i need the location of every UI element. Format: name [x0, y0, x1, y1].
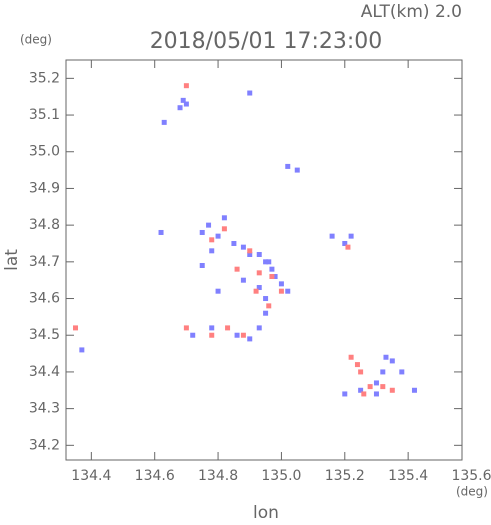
y-tick-label: 34.9: [29, 180, 60, 196]
point: [380, 369, 386, 375]
x-unit: (deg): [456, 485, 488, 499]
y-tick-label: 35.1: [29, 107, 60, 123]
point: [240, 277, 246, 283]
y-tick-label: 34.5: [29, 327, 60, 343]
point: [263, 310, 269, 316]
point: [158, 229, 164, 235]
point: [278, 288, 284, 294]
point: [342, 391, 348, 397]
y-unit: (deg): [20, 33, 52, 47]
x-tick-label: 135.4: [388, 468, 428, 484]
point: [361, 391, 367, 397]
point: [269, 266, 275, 272]
point: [190, 332, 196, 338]
y-tick-label: 34.8: [29, 217, 60, 233]
y-tick-label: 34.4: [29, 364, 60, 380]
x-tick-label: 134.8: [198, 468, 238, 484]
point: [263, 259, 269, 265]
y-tick-label: 34.3: [29, 401, 60, 417]
point: [389, 358, 395, 364]
point: [183, 101, 189, 107]
point: [367, 384, 373, 390]
point: [240, 332, 246, 338]
point: [161, 119, 167, 125]
point: [285, 288, 291, 294]
subtitle: ALT(km) 2.0: [361, 2, 462, 22]
point: [272, 274, 278, 280]
point: [329, 233, 335, 239]
point: [389, 387, 395, 393]
y-tick-label: 34.2: [29, 437, 60, 453]
point: [354, 362, 360, 368]
point: [247, 248, 253, 254]
point: [342, 240, 348, 246]
point: [221, 215, 227, 221]
point: [221, 226, 227, 232]
y-tick-label: 34.6: [29, 291, 60, 307]
y-axis-label: lat: [2, 249, 22, 271]
point: [247, 251, 253, 257]
plot-frame: [65, 59, 463, 461]
point: [256, 285, 262, 291]
x-tick-label: 135.0: [261, 468, 301, 484]
point: [209, 332, 215, 338]
point: [263, 296, 269, 302]
x-tick-label: 134.4: [71, 468, 111, 484]
point: [256, 251, 262, 257]
point: [209, 248, 215, 254]
point: [247, 336, 253, 342]
point: [380, 384, 386, 390]
point: [373, 391, 379, 397]
y-tick-label: 35.0: [29, 144, 60, 160]
point: [79, 347, 85, 353]
point: [411, 387, 417, 393]
point: [209, 237, 215, 243]
point: [234, 266, 240, 272]
point: [215, 233, 221, 239]
point: [399, 369, 405, 375]
point: [358, 369, 364, 375]
x-tick-label: 135.6: [451, 468, 491, 484]
y-tick-label: 34.7: [29, 254, 60, 270]
point: [373, 380, 379, 386]
x-tick-label: 135.2: [325, 468, 365, 484]
point: [285, 163, 291, 169]
point: [209, 325, 215, 331]
point: [240, 244, 246, 250]
point: [231, 240, 237, 246]
point: [256, 270, 262, 276]
point: [256, 325, 262, 331]
point: [183, 83, 189, 89]
point: [383, 354, 389, 360]
y-tick-label: 35.2: [29, 70, 60, 86]
point: [358, 387, 364, 393]
point: [225, 325, 231, 331]
point: [345, 244, 351, 250]
x-axis-label: lon: [253, 503, 279, 521]
point: [215, 288, 221, 294]
point: [234, 332, 240, 338]
point: [183, 325, 189, 331]
point: [269, 274, 275, 280]
point: [206, 222, 212, 228]
point: [180, 97, 186, 103]
point: [253, 288, 259, 294]
point: [348, 354, 354, 360]
chart-title: 2018/05/01 17:23:00: [150, 29, 383, 54]
point: [199, 263, 205, 269]
point: [348, 233, 354, 239]
point: [266, 259, 272, 265]
x-tick-label: 134.6: [135, 468, 175, 484]
point: [266, 303, 272, 309]
point: [199, 229, 205, 235]
point: [73, 325, 79, 331]
point: [278, 281, 284, 287]
point: [294, 167, 300, 173]
point: [247, 90, 253, 96]
point: [177, 105, 183, 111]
